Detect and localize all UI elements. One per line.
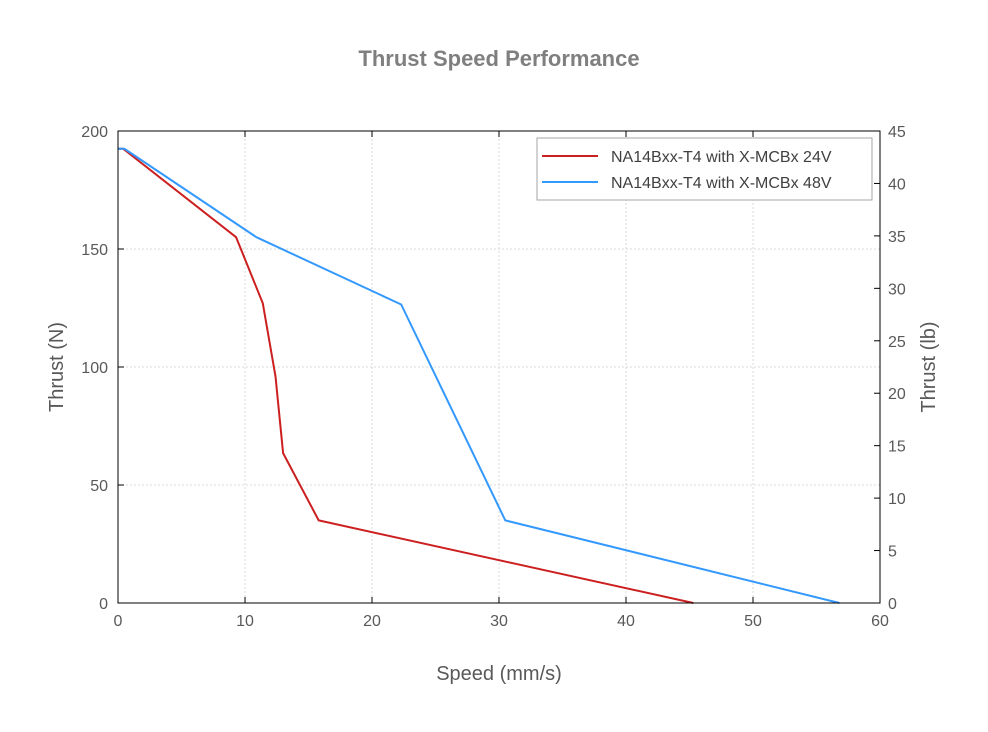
x-tick-label-1: 10 bbox=[236, 613, 254, 630]
y-tick-label-0: 0 bbox=[99, 596, 108, 613]
legend-label-48v: NA14Bxx-T4 with X-MCBx 48V bbox=[611, 175, 832, 192]
y-tick-label-1: 50 bbox=[90, 478, 108, 495]
x-axis-label: Speed (mm/s) bbox=[436, 663, 562, 685]
y2-axis-label: Thrust (lb) bbox=[918, 321, 940, 412]
x-tick-label-0: 0 bbox=[114, 613, 123, 630]
legend-box bbox=[536, 137, 873, 201]
x-tick-label-6: 60 bbox=[871, 613, 889, 630]
legend: NA14Bxx-T4 with X-MCBx 24V NA14Bxx-T4 wi… bbox=[536, 137, 873, 201]
y2-tick-label-4: 20 bbox=[888, 386, 906, 403]
x-tick-label-5: 50 bbox=[744, 613, 762, 630]
y-axis-ticks: 0 50 100 150 200 bbox=[81, 124, 124, 613]
series-lines bbox=[118, 147, 840, 604]
y2-tick-label-6: 30 bbox=[888, 281, 906, 298]
x-tick-label-4: 40 bbox=[617, 613, 635, 630]
y-tick-label-2: 100 bbox=[81, 360, 108, 377]
y2-tick-label-7: 35 bbox=[888, 229, 906, 246]
x-axis-ticks: 0 10 20 30 40 50 60 bbox=[114, 131, 889, 630]
series-line-1 bbox=[118, 147, 840, 604]
grid-lines bbox=[118, 131, 880, 603]
y-axis-label: Thrust (N) bbox=[46, 322, 68, 412]
x-tick-label-3: 30 bbox=[490, 613, 508, 630]
y-tick-label-4: 200 bbox=[81, 124, 108, 141]
series-line-0 bbox=[118, 147, 694, 604]
y2-tick-label-3: 15 bbox=[888, 439, 906, 456]
legend-label-24v: NA14Bxx-T4 with X-MCBx 24V bbox=[611, 149, 832, 166]
y2-tick-label-0: 0 bbox=[888, 596, 897, 613]
y2-tick-label-2: 10 bbox=[888, 491, 906, 508]
y2-axis-ticks: 0 5 10 15 20 25 30 35 40 45 bbox=[874, 124, 906, 613]
x-tick-label-2: 20 bbox=[363, 613, 381, 630]
y2-tick-label-1: 5 bbox=[888, 544, 897, 561]
y2-tick-label-5: 25 bbox=[888, 334, 906, 351]
y2-tick-label-8: 40 bbox=[888, 176, 906, 193]
chart-title: Thrust Speed Performance bbox=[358, 46, 639, 71]
y-tick-label-3: 150 bbox=[81, 242, 108, 259]
y2-tick-label-9: 45 bbox=[888, 124, 906, 141]
